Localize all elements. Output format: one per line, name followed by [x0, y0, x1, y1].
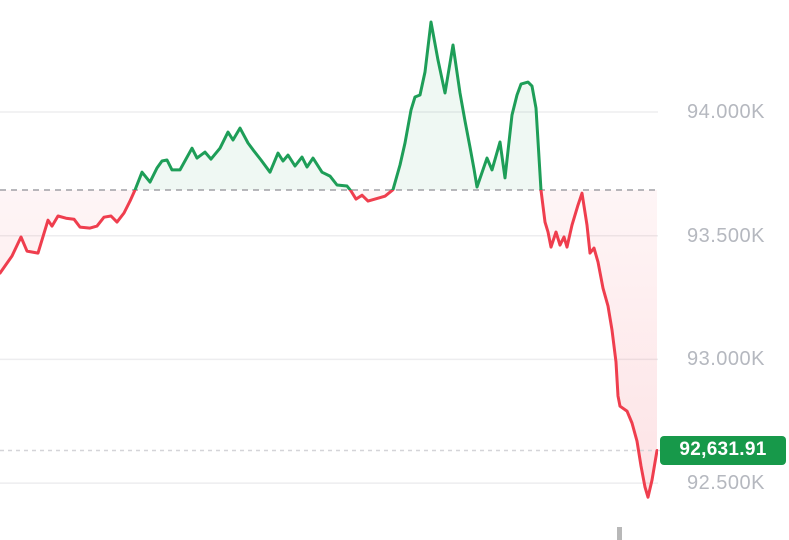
- current-price-badge: 92,631.91: [660, 435, 786, 465]
- area-fill-down: [0, 189, 657, 498]
- y-axis-label: 94.000K: [687, 101, 766, 124]
- time-axis-tick: [617, 527, 622, 540]
- area-fill-up: [135, 22, 541, 190]
- current-price-value: 92,631.91: [679, 439, 767, 461]
- price-line-up: [133, 20, 543, 190]
- y-axis-label: 92.500K: [687, 472, 766, 495]
- price-line-down: [0, 189, 658, 499]
- y-axis-label: 93.500K: [687, 224, 766, 247]
- y-axis-label: 93.000K: [687, 348, 766, 371]
